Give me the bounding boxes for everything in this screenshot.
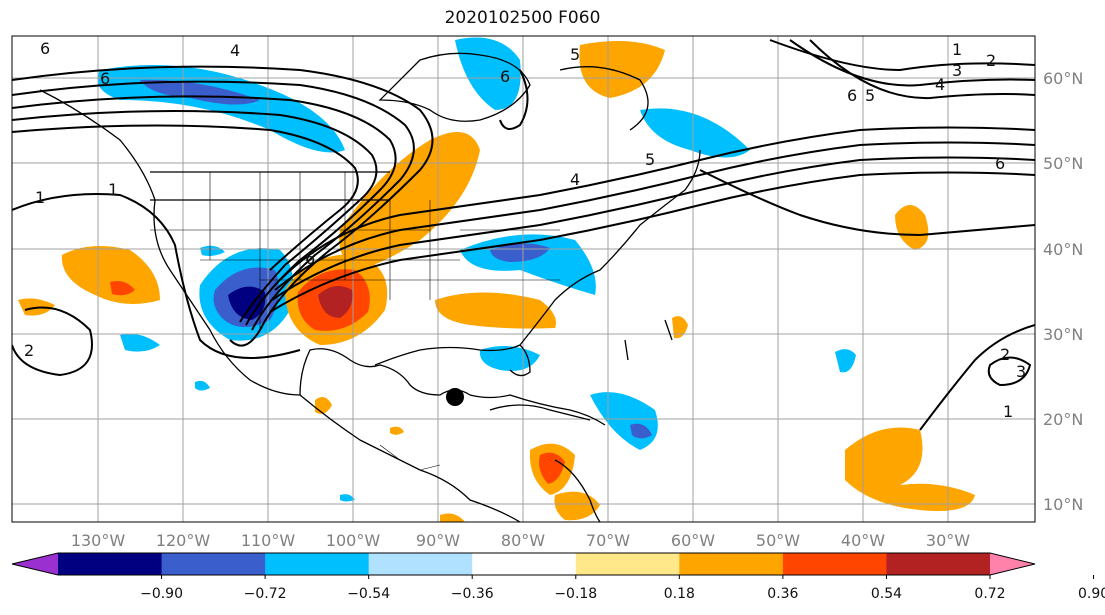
contour-lines [12,39,1035,431]
storm-center-marker [446,388,464,406]
contour-label: 2 [986,51,996,70]
contour-label: 1 [1003,402,1013,421]
longitude-label: 100°W [326,531,381,550]
contour-label: 5 [645,150,655,169]
contour-label: 2 [24,341,34,360]
longitude-label: 120°W [156,531,211,550]
contour-label: 3 [1016,362,1026,381]
shaded-anomaly-field [18,37,975,522]
latitude-axis: 60°N 50°N 40°N 30°N 20°N 10°N [1043,69,1083,514]
contour-label: 6 [40,39,50,58]
latitude-label: 30°N [1043,325,1083,344]
contour-label: 6 [847,86,857,105]
political-borders [150,172,560,471]
contour-label: 6 [995,154,1005,173]
contour-label: 5 [865,86,875,105]
longitude-label: 80°W [501,531,545,550]
latitude-label: 20°N [1043,410,1083,429]
contour-label: 1 [952,40,962,59]
longitude-label: 110°W [241,531,296,550]
longitude-axis: 130°W 120°W 110°W 100°W 90°W 80°W 70°W 6… [71,531,970,550]
contour-label: 2 [1000,345,1010,364]
contour-label: 6 [500,67,510,86]
contour-value-labels: 6 4 6 6 5 5 4 1 1 6 2 1 2 3 4 6 5 6 2 3 … [24,39,1026,421]
longitude-label: 30°W [926,531,970,550]
coastlines [39,52,701,522]
contour-label: 1 [35,188,45,207]
latitude-label: 40°N [1043,240,1083,259]
contour-label: 4 [230,41,240,60]
contour-label: 1 [108,180,118,199]
map-title: 2020102500 F060 [444,8,601,28]
contour-label: 6 [100,69,110,88]
longitude-label: 70°W [586,531,630,550]
latitude-label: 50°N [1043,154,1083,173]
contour-label: 3 [952,61,962,80]
longitude-label: 60°W [671,531,715,550]
longitude-label: 90°W [416,531,460,550]
latitude-label: 10°N [1043,495,1083,514]
longitude-label: 40°W [841,531,885,550]
contour-label: 4 [570,170,580,189]
latitude-label: 60°N [1043,69,1083,88]
contour-label: 6 [305,249,315,268]
longitude-label: 50°W [756,531,800,550]
longitude-label: 130°W [71,531,126,550]
contour-label: 4 [935,75,945,94]
contour-label: 5 [570,45,580,64]
